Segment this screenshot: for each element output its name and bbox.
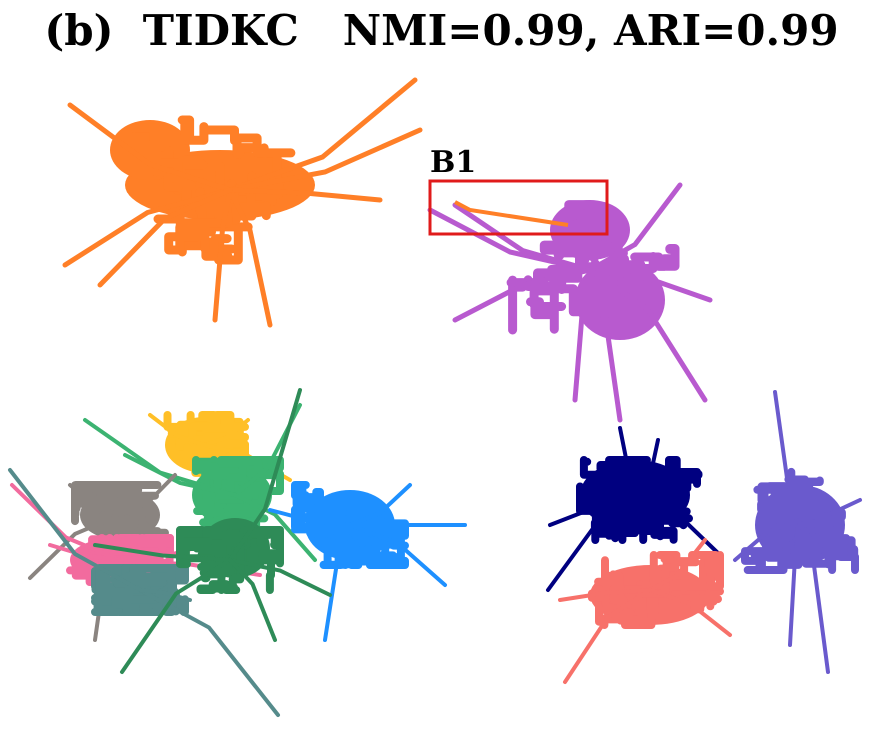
cluster-3-spoke-3 <box>638 438 660 502</box>
cluster-4-spoke-2 <box>798 518 830 674</box>
cluster-4-spoke-5 <box>733 518 802 562</box>
cluster-11-trace-6 <box>109 564 176 616</box>
cluster-2-spoke-8 <box>587 267 708 403</box>
cluster-11 <box>8 468 280 717</box>
cluster-2-spoke-4 <box>572 267 593 403</box>
cluster-7-spoke-3 <box>123 453 237 497</box>
cluster-5-spoke-4 <box>558 588 652 602</box>
outlier-trajectory <box>454 200 569 227</box>
cluster-2-trace-5 <box>601 244 680 273</box>
cluster-7-spoke-4 <box>233 493 317 562</box>
cluster-7-trace-6 <box>215 456 284 503</box>
cluster-2-spoke-5 <box>587 267 623 423</box>
cluster-8-trace-5 <box>71 481 139 531</box>
cluster-5 <box>558 538 732 684</box>
cluster-5-spoke-2 <box>648 538 707 592</box>
cluster-3-spoke-4 <box>548 498 642 527</box>
cluster-3-spoke-1 <box>546 498 642 592</box>
cluster-12-spoke-2 <box>228 558 332 597</box>
cluster-4-spoke-3 <box>788 518 802 647</box>
cluster-1-spoke-2 <box>227 77 418 193</box>
cluster-4-spoke-4 <box>798 498 862 522</box>
cluster-1 <box>62 77 423 328</box>
cluster-10-spoke-4 <box>48 543 122 562</box>
cluster-12 <box>93 388 332 674</box>
cluster-2-spoke-2 <box>452 202 593 273</box>
cluster-11-spoke-2 <box>8 468 142 592</box>
cluster-1-spoke-7 <box>227 187 383 203</box>
cluster-2-trace-2 <box>526 281 617 334</box>
cluster-2-spoke-6 <box>587 182 683 273</box>
cluster-11-spoke-3 <box>138 588 192 602</box>
cluster-4-trace-6 <box>741 523 824 574</box>
cluster-2-spoke-7 <box>587 267 713 303</box>
cluster-5-spoke-1 <box>563 588 652 684</box>
cluster-12-spoke-5 <box>228 558 277 642</box>
cluster-5-trace-6 <box>639 551 724 598</box>
annotation-box <box>428 179 609 236</box>
cluster-2-spoke-3 <box>452 267 593 323</box>
cluster-12-spoke-4 <box>93 543 232 562</box>
cluster-5-spoke-3 <box>648 588 732 637</box>
cluster-3-trace-6 <box>644 456 703 525</box>
cluster-11-spoke-1 <box>138 588 280 717</box>
cluster-8-spoke-4 <box>118 473 177 517</box>
cluster-4 <box>733 390 862 674</box>
cluster-4-spoke-1 <box>773 390 802 522</box>
cluster-1-spoke-6 <box>212 187 233 323</box>
cluster-10-spoke-1 <box>10 483 122 562</box>
chart-title: (b) TIDKC NMI=0.99, ARI=0.99 <box>44 6 839 55</box>
cluster-9-spoke-3 <box>323 523 352 642</box>
cluster-12-spoke-1 <box>120 558 232 674</box>
cluster-8-spoke-1 <box>28 513 122 580</box>
cluster-1-spoke-8 <box>97 187 233 288</box>
cluster-6-trace-4 <box>167 411 249 463</box>
cluster-1-spoke-3 <box>227 127 423 193</box>
cluster-12-spoke-3 <box>228 388 302 562</box>
cluster-7 <box>83 403 317 562</box>
cluster-3-trace-5 <box>596 456 651 499</box>
cluster-6-spoke-2 <box>203 418 250 447</box>
cluster-3-spoke-2 <box>618 426 642 502</box>
cluster-1-spoke-1 <box>67 102 233 193</box>
cluster-2-trace-6 <box>539 218 613 264</box>
cluster-7-trace-4 <box>192 456 276 523</box>
cluster-1-spoke-4 <box>62 187 233 268</box>
cluster-9 <box>268 481 467 642</box>
cluster-3-spoke-5 <box>638 498 722 557</box>
cluster-1-spoke-5 <box>227 187 273 328</box>
cluster-6-spoke-1 <box>148 413 207 447</box>
cluster-9-spoke-4 <box>348 523 447 587</box>
cluster-3 <box>546 426 722 592</box>
cluster-9-trace-5 <box>291 500 359 548</box>
cluster-9-spoke-2 <box>348 483 412 527</box>
cluster-1-trace-6 <box>130 115 239 207</box>
annotation-label: B1 <box>430 145 476 180</box>
cluster-2 <box>427 182 713 423</box>
cluster-4-trace-5 <box>775 495 859 574</box>
cluster-2-trace-4 <box>506 264 583 335</box>
cluster-8-spoke-3 <box>68 483 122 517</box>
cluster-9-spoke-5 <box>268 508 352 527</box>
